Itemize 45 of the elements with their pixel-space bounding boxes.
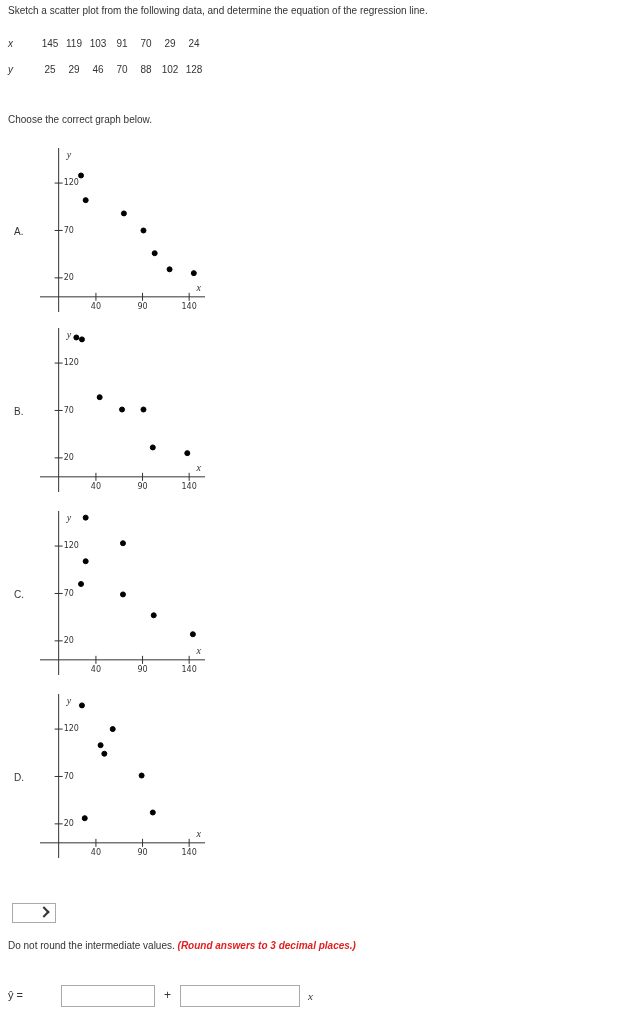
y-tick-label: 20 <box>63 818 74 828</box>
x-tick-label: 40 <box>90 301 102 311</box>
x-axis-title: x <box>195 645 202 657</box>
y-tick-label: 120 <box>63 358 79 368</box>
y-tick-label: 20 <box>63 272 74 282</box>
y-axis-title: y <box>65 694 72 706</box>
text: (Round answers to 3 decimal places.) <box>177 940 356 951</box>
x-tick-label: 140 <box>181 481 197 491</box>
x-tick-label: 40 <box>90 481 102 491</box>
y-tick-label: 120 <box>63 541 79 551</box>
text: A. <box>14 226 24 237</box>
x-tick-label: 140 <box>181 664 197 674</box>
x-tick-label: 40 <box>90 847 102 857</box>
text: D. <box>14 772 24 783</box>
x-tick-label: 90 <box>137 301 148 311</box>
y-axis-title: y <box>65 328 72 340</box>
text: Do not round the intermediate values. <box>8 940 175 951</box>
text: C. <box>14 589 24 600</box>
x-tick-label: 40 <box>90 664 102 674</box>
y-tick-label: 20 <box>63 635 74 645</box>
text: Choose the correct graph below. <box>8 114 152 125</box>
x-tick-label: 90 <box>137 847 148 857</box>
x-axis-title: x <box>195 828 202 840</box>
x-tick-label: 90 <box>137 481 148 491</box>
y-axis-title: y <box>65 148 72 160</box>
y-tick-label: 20 <box>63 452 74 462</box>
x-axis-title: x <box>195 462 202 474</box>
y-tick-label: 70 <box>63 225 74 235</box>
text: ŷ = <box>8 989 23 1001</box>
text: y 25 29 46 70 88 102 128 <box>8 64 203 75</box>
x-tick-label: 140 <box>181 847 197 857</box>
y-tick-label: 70 <box>63 771 74 781</box>
x-axis-title: x <box>195 282 202 294</box>
text: + <box>164 988 172 1002</box>
text: x <box>308 990 313 1002</box>
x-tick-label: 90 <box>137 664 148 674</box>
y-tick-label: 120 <box>63 178 79 188</box>
text: x 145 119 103 91 70 29 24 <box>8 38 200 49</box>
x-tick-label: 140 <box>181 301 197 311</box>
y-tick-label: 120 <box>63 724 79 734</box>
text: Sketch a scatter plot from the following data, and determine the equation of the regression line. <box>8 5 428 16</box>
y-axis-title: y <box>65 511 72 523</box>
text: B. <box>14 406 24 417</box>
y-tick-label: 70 <box>63 588 74 598</box>
y-tick-label: 70 <box>63 405 74 415</box>
